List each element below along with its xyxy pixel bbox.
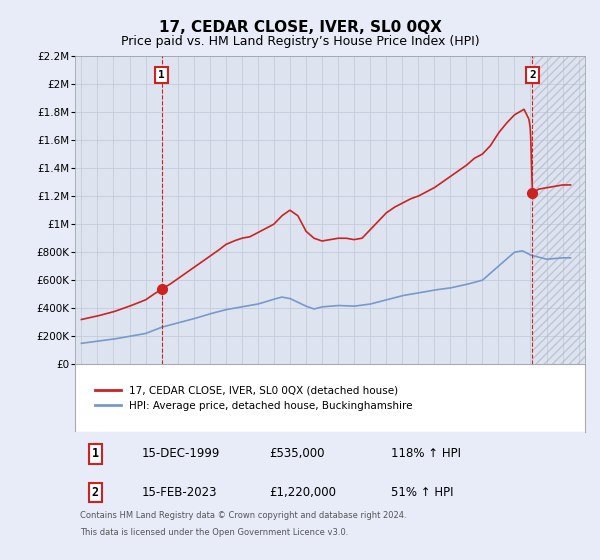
Text: Contains HM Land Registry data © Crown copyright and database right 2024.: Contains HM Land Registry data © Crown c…	[80, 511, 407, 520]
Text: £1,220,000: £1,220,000	[269, 486, 336, 499]
Text: 15-FEB-2023: 15-FEB-2023	[142, 486, 217, 499]
Bar	[532, 56, 585, 365]
Text: 17, CEDAR CLOSE, IVER, SL0 0QX: 17, CEDAR CLOSE, IVER, SL0 0QX	[158, 20, 442, 35]
Legend: 17, CEDAR CLOSE, IVER, SL0 0QX (detached house), HPI: Average price, detached ho: 17, CEDAR CLOSE, IVER, SL0 0QX (detached…	[91, 381, 416, 415]
Text: This data is licensed under the Open Government Licence v3.0.: This data is licensed under the Open Gov…	[80, 528, 349, 537]
Text: 1: 1	[92, 447, 99, 460]
Text: 2: 2	[529, 70, 536, 80]
Text: 51% ↑ HPI: 51% ↑ HPI	[391, 486, 454, 499]
Text: 118% ↑ HPI: 118% ↑ HPI	[391, 447, 461, 460]
Text: £535,000: £535,000	[269, 447, 325, 460]
Text: Price paid vs. HM Land Registry’s House Price Index (HPI): Price paid vs. HM Land Registry’s House …	[121, 35, 479, 48]
Text: 1: 1	[158, 70, 165, 80]
Text: 15-DEC-1999: 15-DEC-1999	[142, 447, 220, 460]
Text: 2: 2	[92, 486, 99, 499]
